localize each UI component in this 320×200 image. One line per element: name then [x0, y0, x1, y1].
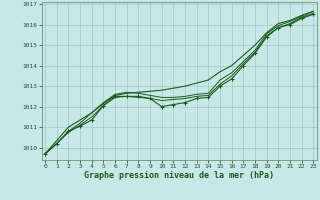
X-axis label: Graphe pression niveau de la mer (hPa): Graphe pression niveau de la mer (hPa) — [84, 171, 274, 180]
